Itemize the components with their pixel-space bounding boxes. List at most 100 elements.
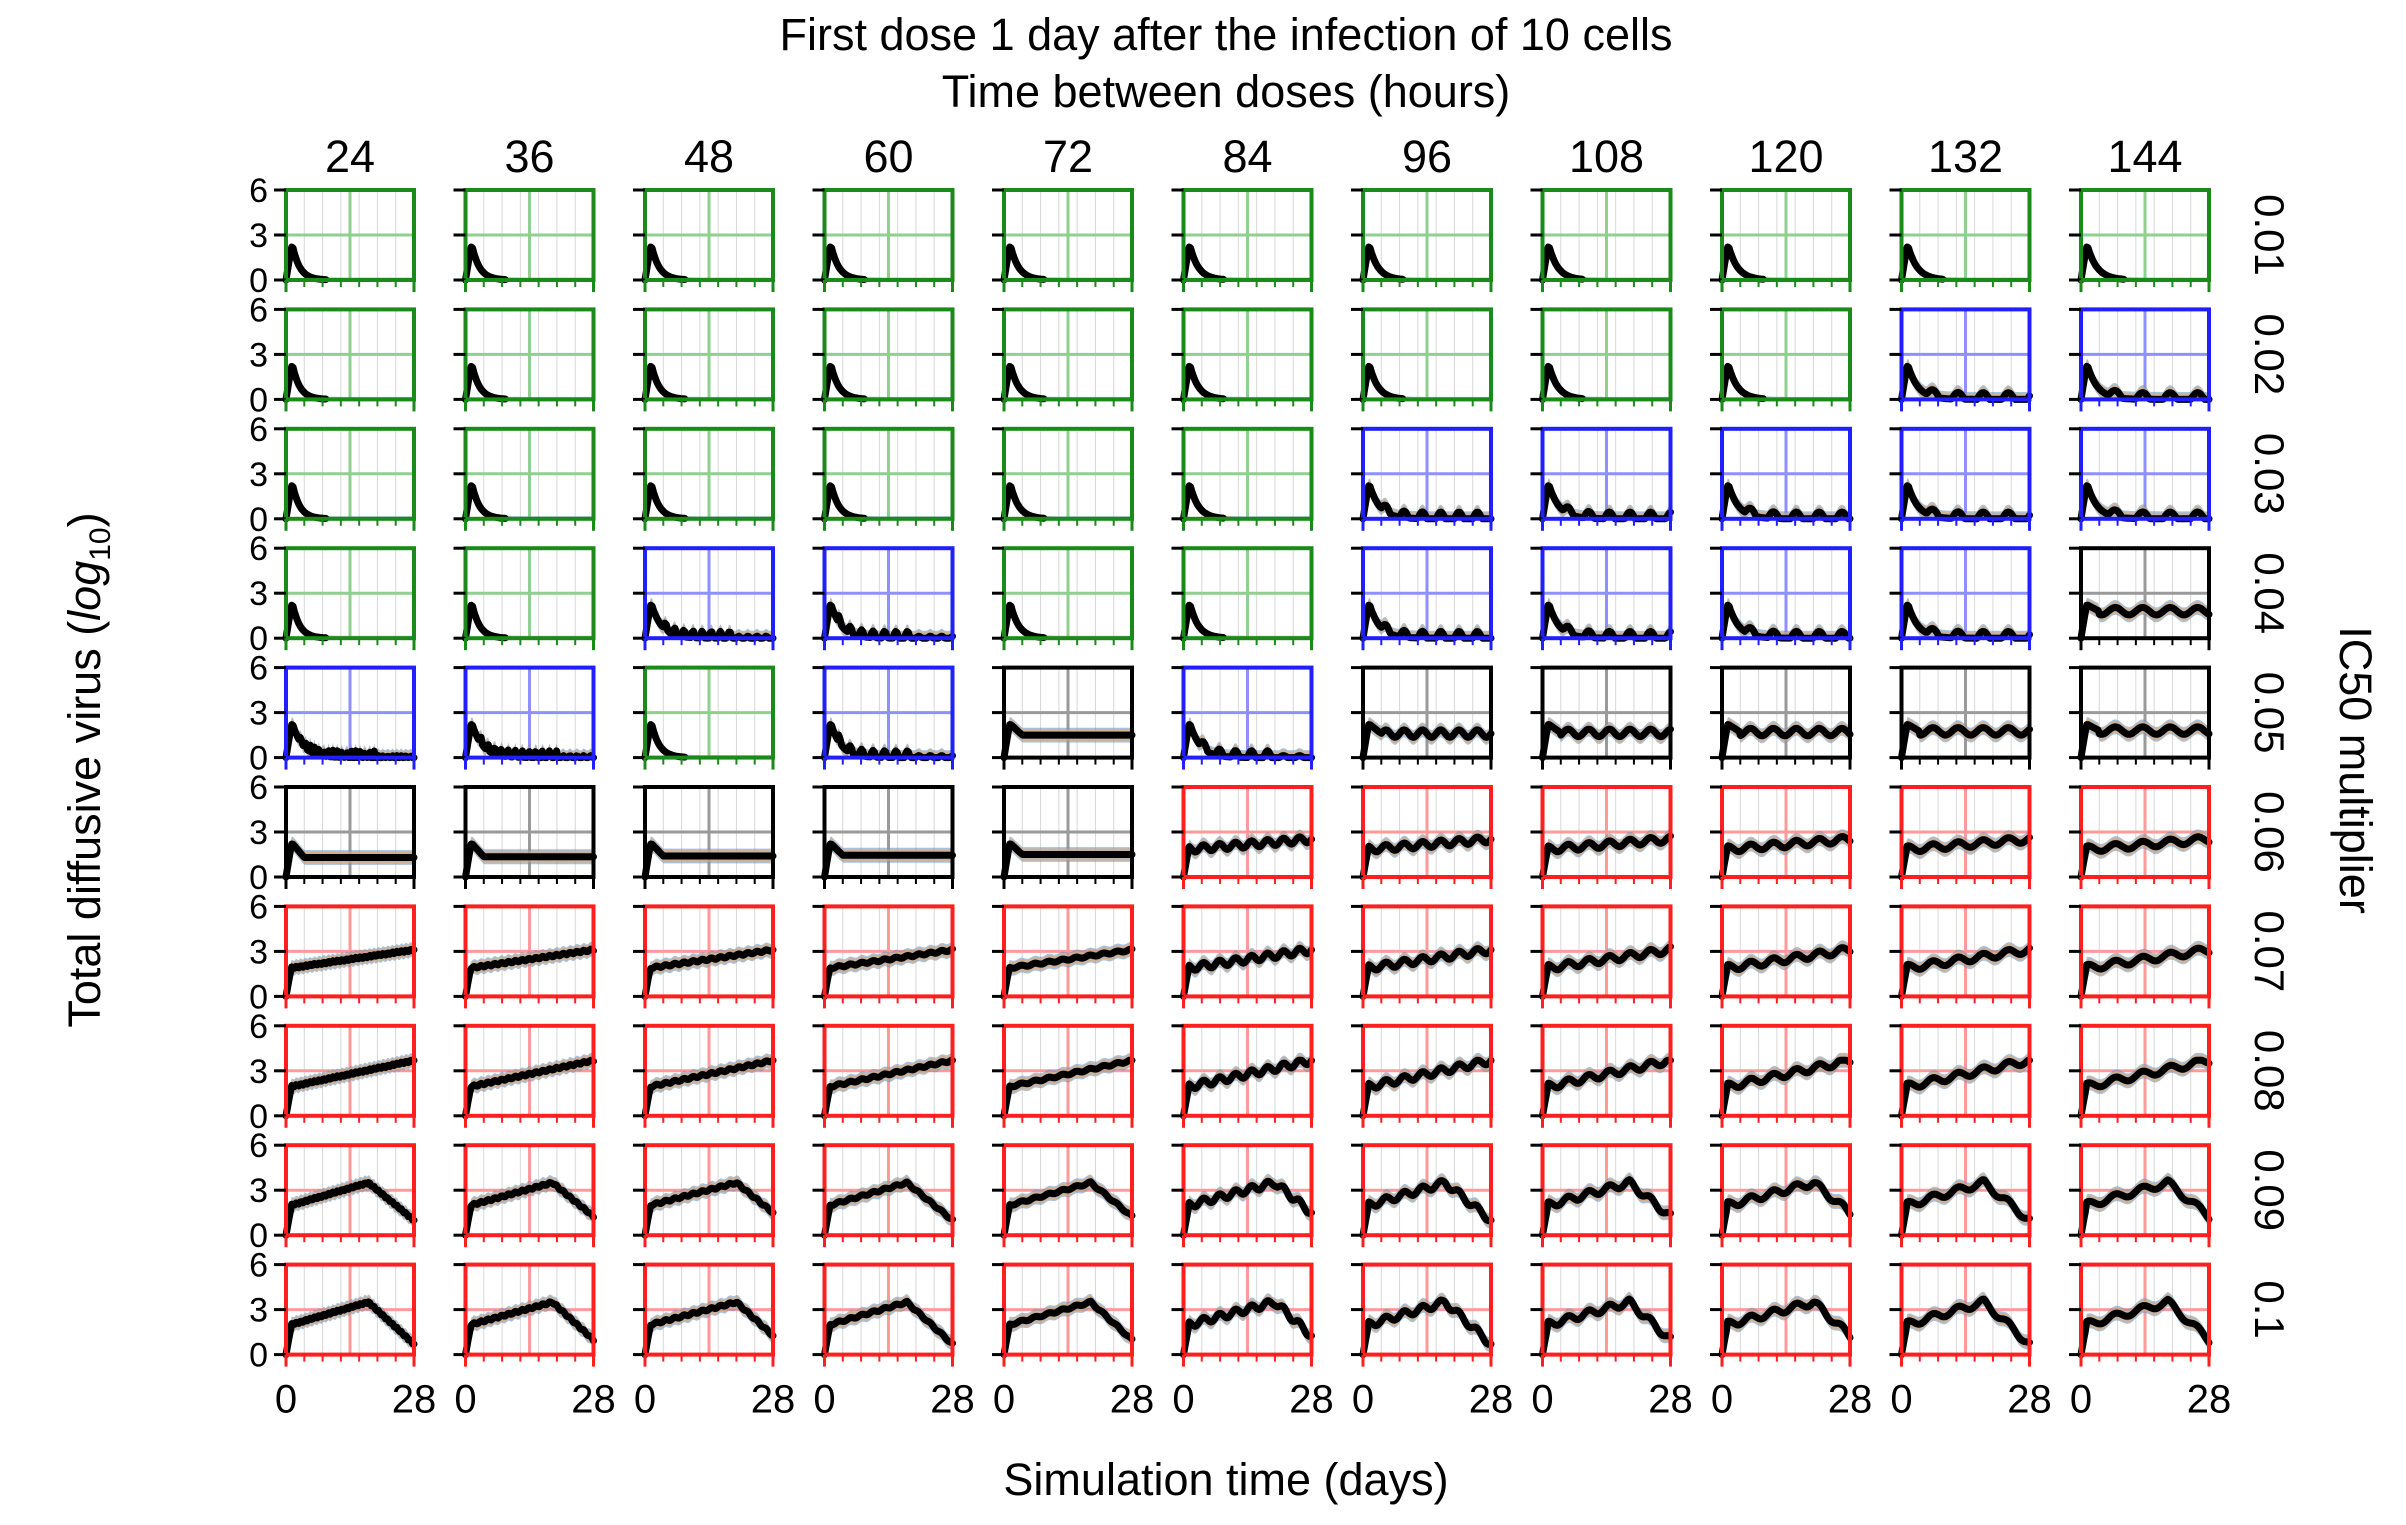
y-tick-label-3: 3: [249, 933, 268, 971]
panel-ic50-0.02-interval-132: [1889, 307, 2033, 412]
panel-ic50-0.07-interval-108: [1530, 904, 1674, 1009]
mean-line: [1539, 243, 1586, 284]
panel-ic50-0.09-interval-24: 0 3 6: [249, 1127, 418, 1255]
mean-line: [2077, 1056, 2213, 1120]
panel-ic50-0.01-interval-72: [992, 188, 1134, 292]
x-tick-label-28: 28: [1828, 1378, 1873, 1422]
mean-line: [1539, 1176, 1674, 1239]
panel-ic50-0.08-interval-108: [1530, 1023, 1674, 1128]
panel-ic50-0.1-interval-120: 0 28: [1710, 1262, 1873, 1422]
mean-line: [462, 945, 597, 1000]
panel-ic50-0.05-interval-60: [812, 665, 956, 770]
mean-line: [1180, 833, 1315, 881]
panel-ic50-0.08-interval-120: [1710, 1023, 1854, 1128]
panel-ic50-0.01-interval-120: [1710, 188, 1852, 292]
panel-ic50-0.06-interval-36: [453, 785, 597, 889]
panel-ic50-0.04-interval-60: [812, 546, 956, 651]
panel-ic50-0.05-interval-36: [453, 665, 597, 770]
mean-line: [1000, 482, 1048, 523]
band-grey: [2081, 1056, 2209, 1116]
column-label-132: 132: [1928, 131, 2003, 182]
panel-ic50-0.03-interval-48: [633, 426, 775, 531]
mean-line: [1539, 1056, 1674, 1120]
panel-ic50-0.1-interval-132: 0 28: [1889, 1262, 2052, 1422]
band-orange: [1722, 1296, 1850, 1355]
y-tick-label-6: 6: [249, 411, 268, 449]
mean-line: [1539, 832, 1674, 881]
panel-ic50-0.09-interval-144: [2069, 1143, 2213, 1248]
panel-ic50-0.07-interval-144: [2069, 904, 2213, 1009]
panel-ic50-0.09-interval-60: [812, 1143, 956, 1248]
mean-line: [821, 362, 868, 403]
x-tick-label-28: 28: [571, 1378, 616, 1422]
row-label-0.05: 0.05: [2246, 672, 2293, 754]
mean-line: [1898, 721, 2033, 762]
mean-line: [1539, 1295, 1674, 1359]
mean-line: [1359, 1296, 1495, 1359]
y-tick-label-0: 0: [249, 1098, 268, 1136]
panel-ic50-0.07-interval-72: [992, 904, 1136, 1009]
mean-line: [1180, 1056, 1315, 1120]
mean-line: [1359, 1056, 1495, 1120]
panel-ic50-0.07-interval-36: [453, 904, 597, 1009]
x-tick-label-28: 28: [930, 1378, 975, 1422]
y-tick-label-6: 6: [249, 769, 268, 807]
x-tick-label-28: 28: [392, 1378, 437, 1422]
panel-ic50-0.01-interval-84: [1171, 188, 1314, 292]
column-label-72: 72: [1043, 131, 1093, 182]
panel-ic50-0.1-interval-60: 0 28: [812, 1262, 975, 1422]
mean-line: [1718, 243, 1767, 284]
panel-ic50-0.1-interval-24: 0 3 6 0 28: [249, 1247, 436, 1422]
band-grey: [824, 944, 953, 997]
mean-line: [282, 601, 330, 642]
x-tick-label-0: 0: [1172, 1378, 1194, 1422]
panel-ic50-0.09-interval-120: [1710, 1143, 1854, 1248]
panel-ic50-0.06-interval-72: [992, 785, 1136, 889]
mean-line: [462, 840, 597, 881]
mean-line: [641, 482, 689, 523]
panel-ic50-0.03-interval-24: 0 3 6: [249, 411, 416, 539]
panel-ic50-0.08-interval-132: [1889, 1023, 2033, 1128]
band-blue: [1183, 717, 1312, 758]
panel-ic50-0.01-interval-24: 0 3 6: [249, 172, 416, 300]
mean-line: [1898, 1056, 2033, 1120]
mean-line: [641, 1298, 777, 1359]
panel-ic50-0.02-interval-84: [1171, 307, 1314, 412]
panel-ic50-0.08-interval-48: [633, 1023, 777, 1128]
mean-line: [1000, 945, 1136, 1000]
mean-line: [1539, 721, 1674, 762]
panel-ic50-0.07-interval-48: [633, 904, 777, 1009]
panel-ic50-0.07-interval-60: [812, 904, 956, 1009]
x-tick-label-28: 28: [751, 1378, 796, 1422]
band-orange: [1722, 1176, 1850, 1236]
x-tick-label-28: 28: [1289, 1378, 1334, 1422]
panel-ic50-0.09-interval-96: [1351, 1143, 1495, 1248]
panel-ic50-0.01-interval-96: [1351, 188, 1493, 292]
panel-ic50-0.04-interval-108: [1530, 546, 1674, 651]
panel-ic50-0.03-interval-132: [1889, 426, 2033, 531]
band-grey: [1901, 1295, 2030, 1355]
panel-ic50-0.07-interval-96: [1351, 904, 1495, 1009]
panel-ic50-0.08-interval-96: [1351, 1023, 1495, 1128]
mean-line: [1000, 601, 1048, 642]
x-tick-label-28: 28: [1469, 1378, 1514, 1422]
panel-ic50-0.01-interval-36: [453, 188, 596, 292]
panel-ic50-0.05-interval-48: [633, 665, 775, 770]
mean-line: [1000, 1297, 1136, 1359]
mean-line: [282, 946, 418, 1000]
mean-line: [462, 243, 509, 284]
mean-line: [641, 1179, 777, 1239]
panel-ic50-0.04-interval-120: [1710, 546, 1854, 651]
y-axis-label-end: ): [59, 512, 110, 527]
column-label-84: 84: [1222, 131, 1272, 182]
panel-ic50-0.1-interval-36: 0 28: [453, 1262, 616, 1422]
mean-line: [1539, 943, 1674, 1000]
mean-line: [821, 243, 868, 284]
mean-line: [1898, 243, 1947, 284]
mean-line: [282, 243, 330, 284]
mean-line: [1539, 482, 1674, 523]
y-tick-label-3: 3: [249, 814, 268, 852]
y-tick-label-0: 0: [249, 1337, 268, 1375]
y-axis-label-subscript: 10: [84, 527, 117, 560]
